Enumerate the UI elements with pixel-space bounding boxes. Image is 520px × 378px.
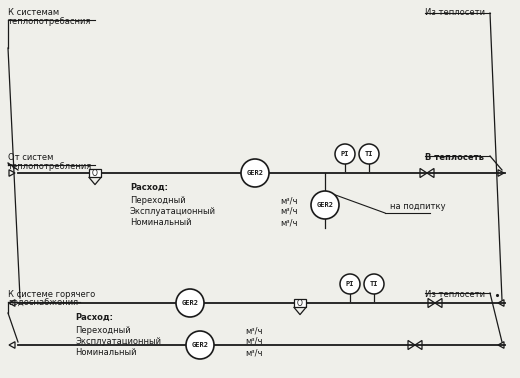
Circle shape — [186, 331, 214, 359]
Text: GER2: GER2 — [181, 300, 199, 306]
Text: PI: PI — [346, 281, 354, 287]
Text: м³/ч: м³/ч — [280, 196, 297, 205]
Text: TI: TI — [370, 281, 378, 287]
Text: В теплосеть: В теплосеть — [425, 153, 484, 162]
Text: Эксплуатационный: Эксплуатационный — [130, 207, 216, 216]
Text: м³/ч: м³/ч — [280, 218, 297, 227]
Text: От систем: От систем — [8, 153, 54, 162]
Polygon shape — [294, 299, 306, 307]
Text: Эксплуатационный: Эксплуатационный — [75, 337, 161, 346]
Circle shape — [335, 144, 355, 164]
Text: GER2: GER2 — [246, 170, 264, 176]
Circle shape — [340, 274, 360, 294]
Text: GER2: GER2 — [191, 342, 209, 348]
Text: Расход:: Расход: — [130, 183, 168, 192]
Text: Номинальный: Номинальный — [130, 218, 191, 227]
Text: О: О — [92, 169, 98, 178]
Text: TI: TI — [365, 151, 373, 157]
Circle shape — [359, 144, 379, 164]
Text: м³/ч: м³/ч — [245, 348, 263, 357]
Text: Переходный: Переходный — [75, 326, 131, 335]
Text: м³/ч: м³/ч — [245, 326, 263, 335]
Text: Номинальный: Номинальный — [75, 348, 136, 357]
Text: водоснабжения: водоснабжения — [8, 299, 78, 308]
Text: на подпитку: на подпитку — [390, 202, 446, 211]
Circle shape — [176, 289, 204, 317]
Text: Из теплосети: Из теплосети — [425, 290, 485, 299]
Text: теплопотребасния: теплопотребасния — [8, 17, 92, 26]
Text: Расход:: Расход: — [75, 313, 113, 322]
Polygon shape — [89, 169, 101, 177]
Text: PI: PI — [341, 151, 349, 157]
Circle shape — [241, 159, 269, 187]
Text: м³/ч: м³/ч — [280, 207, 297, 216]
Text: О: О — [297, 299, 303, 308]
Text: Из теплосети: Из теплосети — [425, 8, 485, 17]
Text: GER2: GER2 — [317, 202, 333, 208]
Text: Переходный: Переходный — [130, 196, 186, 205]
Circle shape — [311, 191, 339, 219]
Text: К системе горячего: К системе горячего — [8, 290, 95, 299]
Text: К системам: К системам — [8, 8, 59, 17]
Circle shape — [364, 274, 384, 294]
Text: м³/ч: м³/ч — [245, 337, 263, 346]
Text: теплопотребления: теплопотребления — [8, 162, 92, 171]
